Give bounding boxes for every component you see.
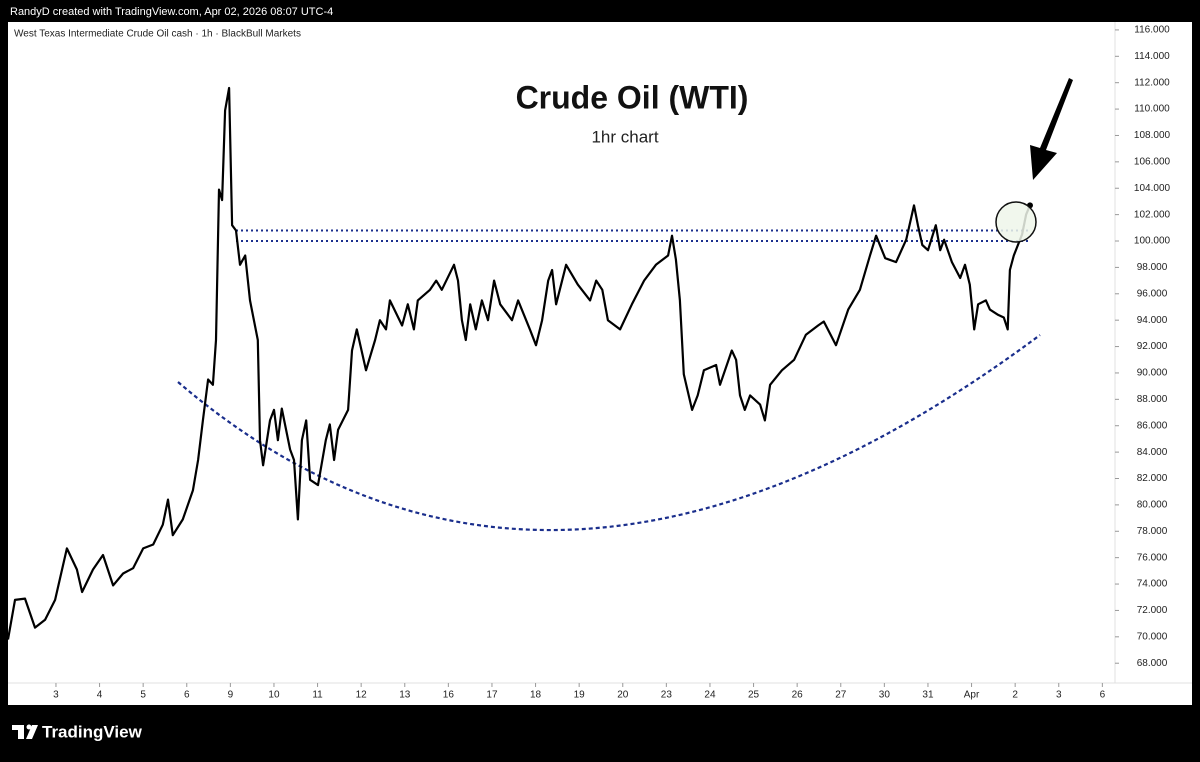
logo-dot [26,724,32,730]
x-tick-label: 3 [1056,690,1062,701]
x-tick-label: 30 [879,690,891,701]
y-tick-label: 112.000 [1134,77,1170,88]
y-tick-label: 68.000 [1137,658,1168,669]
x-tick-label: 16 [443,690,455,701]
x-tick-label: 11 [312,690,323,701]
y-tick-label: 90.000 [1137,368,1168,379]
header-text: RandyD created with TradingView.com, Apr… [10,6,333,18]
y-tick-label: 72.000 [1137,605,1168,616]
y-tick-label: 108.000 [1134,130,1171,141]
y-tick-label: 114.000 [1134,51,1170,62]
arrow [1030,78,1073,180]
highlight-circle [995,201,1037,243]
x-tick-label: 5 [140,690,146,701]
y-tick-label: 92.000 [1137,341,1168,352]
y-tick-label: 86.000 [1137,420,1168,431]
y-tick-label: 76.000 [1137,552,1168,563]
chart-subtitle: 1hr chart [591,127,658,146]
source-text: West Texas Intermediate Crude Oil cash ·… [14,29,301,40]
y-tick-label: 110.000 [1134,104,1170,115]
trend-curve [177,334,1041,532]
y-tick-label: 96.000 [1137,288,1168,299]
plot-background [8,22,1192,705]
x-tick-label: 19 [574,690,586,701]
x-tick-label: 18 [530,690,542,701]
x-tick-label: 10 [268,690,280,701]
x-tick-label: 27 [835,690,847,701]
x-tick-label: 6 [1100,690,1106,701]
y-tick-label: 116.000 [1134,25,1170,36]
price-line [6,86,1032,640]
y-tick-label: 70.000 [1137,631,1168,642]
y-tick-label: 100.000 [1134,236,1171,247]
x-tick-label: 13 [399,690,411,701]
x-tick-label: 26 [792,690,804,701]
y-tick-label: 74.000 [1137,579,1168,590]
x-tick-label: Apr [964,690,980,701]
y-tick-label: 94.000 [1137,315,1168,326]
y-tick-label: 82.000 [1137,473,1168,484]
x-tick-label: 4 [97,690,103,701]
y-tick-label: 88.000 [1137,394,1168,405]
y-tick-label: 78.000 [1137,526,1168,537]
x-tick-label: 3 [53,690,59,701]
marks: 68.000 70.000 72.000 74.000 76.000 78.000 80.0… [6,25,1171,701]
footer-brand: TradingView [42,722,143,741]
x-tick-label: 24 [704,690,716,701]
y-tick-label: 106.000 [1134,156,1171,167]
x-tick-label: 17 [486,690,498,701]
y-tick-label: 80.000 [1137,500,1168,511]
logo [12,724,38,739]
x-tick-label: 12 [356,690,368,701]
y-tick-label: 98.000 [1137,262,1168,273]
chart-title: Crude Oil (WTI) [516,79,749,115]
x-tick-label: 25 [748,690,760,701]
x-tick-label: 23 [661,690,673,701]
logo-icon [12,725,38,739]
x-tick-label: 9 [228,690,234,701]
x-tick-label: 31 [922,690,934,701]
y-tick-label: 102.000 [1134,209,1171,220]
x-tick-label: 6 [184,690,190,701]
x-tick-label: 2 [1012,690,1018,701]
x-tick-label: 20 [617,690,629,701]
y-tick-label: 84.000 [1137,447,1168,458]
y-tick-label: 104.000 [1134,183,1171,194]
